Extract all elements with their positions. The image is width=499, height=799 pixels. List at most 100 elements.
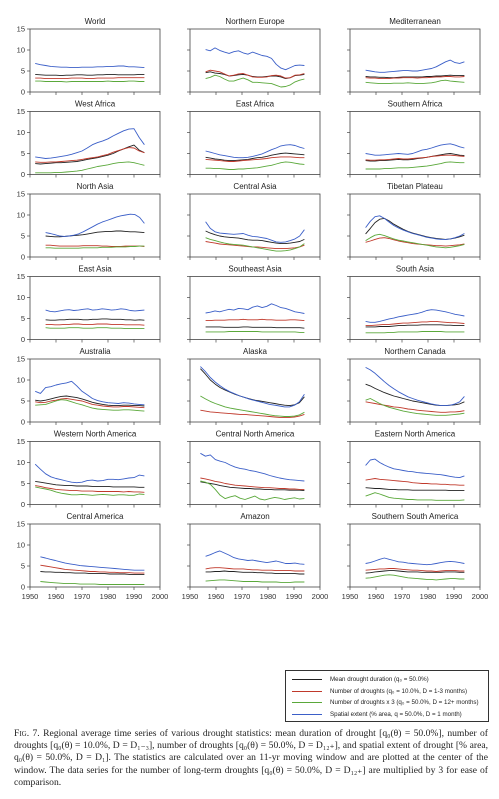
series-line-spatial xyxy=(205,550,305,565)
panel-frame-east-asia xyxy=(29,276,161,340)
series-line-duration xyxy=(205,230,305,245)
series-line-number_short xyxy=(205,69,305,79)
series-line-number_short xyxy=(200,477,305,490)
x-tick-label: 1990 xyxy=(126,592,143,601)
series-line-spatial xyxy=(205,303,305,314)
y-tick-label: 10 xyxy=(17,541,25,550)
panel-frame-tibetan-plateau xyxy=(349,193,481,258)
series-line-number_long xyxy=(35,486,145,496)
y-tick-label: 5 xyxy=(21,314,25,323)
series-line-spatial xyxy=(200,366,305,408)
series-line-number_long xyxy=(365,398,465,416)
x-tick-label: 1980 xyxy=(420,592,437,601)
y-tick-label: 0 xyxy=(21,253,25,262)
panel-title: Central North America xyxy=(216,430,295,439)
series-line-number_long xyxy=(365,161,465,170)
series-line-number_short xyxy=(365,320,465,327)
panel-title: East Asia xyxy=(78,265,112,274)
panel-title: Mediterranean xyxy=(389,17,441,26)
series-line-duration xyxy=(365,570,465,574)
legend-swatch xyxy=(292,679,322,681)
series-line-number_short xyxy=(365,478,465,486)
y-tick-label: 5 xyxy=(21,479,25,488)
series-line-number_short xyxy=(45,323,145,326)
y-tick-label: 5 xyxy=(21,67,25,76)
series-line-duration xyxy=(205,152,305,162)
legend-item-number-short: Number of droughts (q₀ = 10.0%, D = 1-3 … xyxy=(292,686,484,698)
series-line-spatial xyxy=(200,452,305,482)
x-tick-label: 1950 xyxy=(182,592,199,601)
series-line-spatial xyxy=(35,128,145,159)
panel-frame-northern-canada xyxy=(349,358,481,423)
y-tick-label: 10 xyxy=(17,293,25,302)
x-tick-label: 2000 xyxy=(152,592,169,601)
series-line-duration xyxy=(200,481,305,492)
series-line-number_long xyxy=(365,233,465,249)
y-tick-label: 10 xyxy=(17,128,25,137)
series-line-duration xyxy=(35,73,145,77)
panel-frame-south-asia xyxy=(349,276,481,340)
y-tick-label: 5 xyxy=(21,232,25,241)
series-line-duration xyxy=(35,480,145,488)
panel-title: Central America xyxy=(67,512,124,521)
y-tick-label: 0 xyxy=(21,170,25,179)
series-line-number_short xyxy=(40,564,145,574)
series-line-duration xyxy=(365,324,465,328)
legend-label: Number of droughts x 3 (q₀ = 50.0%, D = … xyxy=(330,699,479,707)
series-line-duration xyxy=(365,487,465,492)
series-line-spatial xyxy=(45,308,145,313)
panel-frame-alaska xyxy=(189,358,321,423)
y-tick-label: 15 xyxy=(17,437,25,446)
series-line-spatial xyxy=(45,213,145,237)
series-line-number_short xyxy=(205,318,305,322)
panel-title: Australia xyxy=(79,347,111,356)
x-tick-label: 1990 xyxy=(286,592,303,601)
legend-item-spatial-extent: Spatial extent (% area, q = 50.0%, D = 1… xyxy=(292,709,484,721)
series-line-duration xyxy=(40,571,145,575)
panel-title: West Africa xyxy=(75,100,116,109)
series-line-number_long xyxy=(365,79,465,85)
series-line-number_short xyxy=(365,568,465,572)
y-tick-label: 5 xyxy=(21,562,25,571)
x-tick-label: 1980 xyxy=(100,592,117,601)
legend-swatch xyxy=(292,690,322,692)
panel-title: South Asia xyxy=(396,265,435,274)
series-line-number_short xyxy=(205,156,305,162)
series-line-number_short xyxy=(205,567,305,572)
series-line-duration xyxy=(365,383,465,407)
x-tick-label: 1950 xyxy=(22,592,39,601)
series-line-number_short xyxy=(365,76,465,80)
series-line-number_long xyxy=(205,579,305,583)
panel-title: Amazon xyxy=(240,512,269,521)
series-line-spatial xyxy=(365,367,465,407)
series-line-number_long xyxy=(205,237,305,252)
panel-frame-mediterranean xyxy=(349,28,481,93)
series-line-number_long xyxy=(35,80,145,83)
panel-title: World xyxy=(85,17,106,26)
caption-text: Regional average time series of various … xyxy=(14,728,488,788)
x-tick-label: 2000 xyxy=(472,592,489,601)
x-tick-label: 1960 xyxy=(208,592,225,601)
series-line-number_long xyxy=(205,331,305,333)
panel-frame-central-asia xyxy=(189,193,321,258)
panel-title: Southeast Asia xyxy=(228,265,282,274)
panel-frame-southeast-asia xyxy=(189,276,321,340)
y-tick-label: 15 xyxy=(17,190,25,199)
panel-frame-north-asia xyxy=(29,193,161,258)
series-line-number_long xyxy=(365,492,465,501)
y-tick-label: 0 xyxy=(21,88,25,97)
series-line-number_short xyxy=(35,77,145,80)
legend: Mean drought duration (q₀ = 50.0%) Numbe… xyxy=(285,670,489,722)
panel-frame-amazon xyxy=(189,523,321,588)
y-tick-label: 0 xyxy=(21,500,25,509)
panel-frame-southern-south-america xyxy=(349,523,481,588)
caption-label: Fig. 7. xyxy=(14,728,40,739)
series-line-spatial xyxy=(365,143,465,156)
series-line-spatial xyxy=(365,458,465,479)
series-line-duration xyxy=(45,318,145,321)
series-line-number_short xyxy=(365,154,465,161)
series-line-number_short xyxy=(35,485,145,493)
series-line-number_short xyxy=(45,244,145,247)
panel-frame-eastern-north-america xyxy=(349,441,481,505)
y-tick-label: 0 xyxy=(21,335,25,344)
